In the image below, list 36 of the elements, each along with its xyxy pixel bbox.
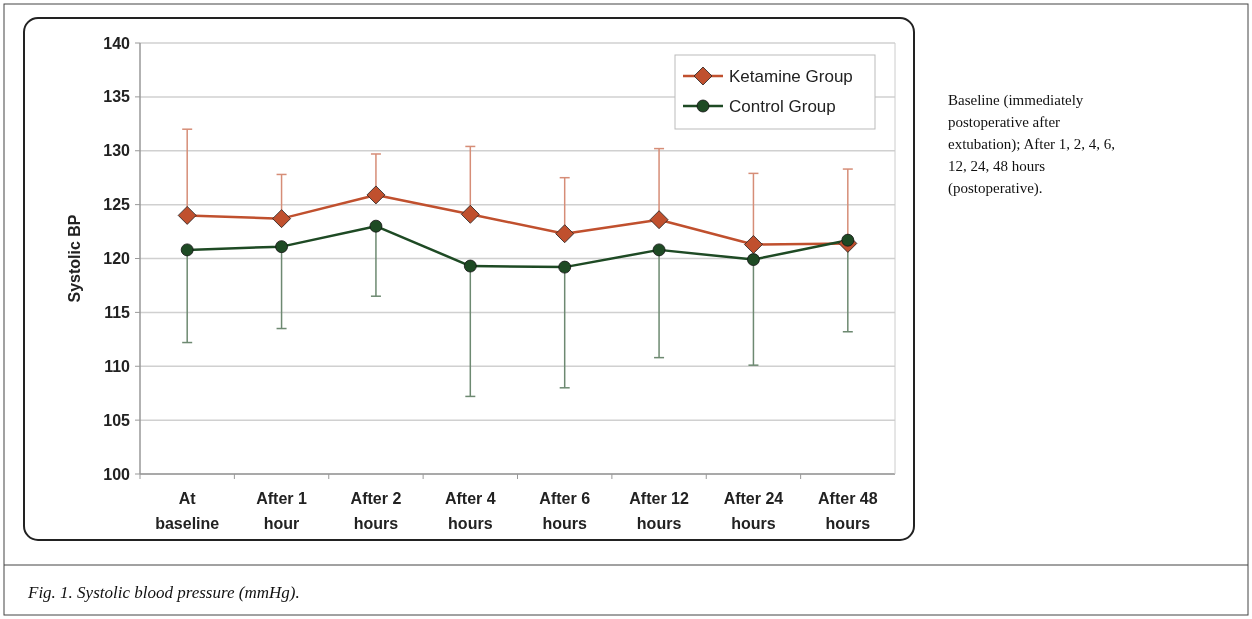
y-tick-label: 105 — [103, 411, 131, 429]
point — [180, 243, 194, 257]
point — [652, 243, 666, 257]
x-tick-label: After 4 hours — [444, 490, 496, 532]
legend-label: Control Group — [729, 96, 836, 116]
point — [460, 204, 480, 224]
y-axis-title: Systolic BP — [66, 214, 83, 303]
point — [463, 259, 477, 273]
point — [747, 253, 760, 266]
point — [649, 210, 669, 230]
y-tick-label: 120 — [103, 250, 131, 268]
x-tick-label: After 24 hours — [723, 490, 784, 532]
y-tick-label: 130 — [103, 142, 131, 160]
text: Baseline (immediately postoperative after extubation); After 1, 2, 4, 6, 12, 24, 48 hours (postoperative). — [948, 92, 1116, 197]
point — [744, 235, 763, 254]
y-tick-label: 110 — [104, 357, 131, 375]
y-tick-label: 100 — [103, 465, 131, 483]
x-tick-label: At baseline — [155, 490, 220, 532]
point — [177, 206, 197, 225]
x-tick-label: After 48 hours — [818, 490, 878, 532]
point — [275, 240, 288, 254]
legend-label: Ketamine Group — [729, 66, 853, 86]
x-tick-label: After 2 hours — [350, 490, 402, 532]
x-tick-label: After 1 hour — [256, 490, 307, 532]
x-tick-label: After 6 hours — [539, 490, 591, 532]
y-tick-label: 115 — [104, 303, 131, 321]
y-tick-label: 140 — [103, 34, 131, 52]
point — [369, 219, 383, 233]
point — [366, 185, 386, 205]
point — [555, 224, 575, 244]
point — [272, 209, 291, 229]
caption: Fig. 1. Systolic blood pressure (mmHg). — [27, 583, 300, 602]
y-tick-label: 125 — [103, 196, 131, 214]
point — [558, 260, 572, 274]
y-tick-label: 135 — [103, 88, 131, 106]
x-tick-label: After 12 hours — [629, 490, 689, 532]
